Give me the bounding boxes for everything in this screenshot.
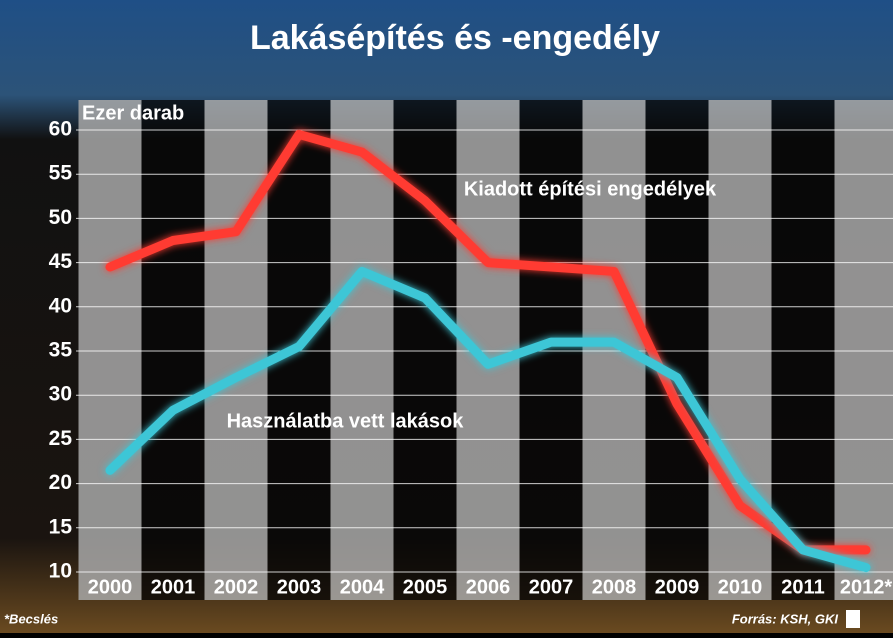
source: Forrás: KSH, GKI [732, 611, 839, 626]
column-stripe [205, 100, 268, 600]
x-tick-label: 2008 [592, 576, 637, 598]
x-tick-label: 2011 [781, 576, 824, 598]
y-tick-label: 25 [49, 427, 73, 450]
chart: Lakásépítés és -engedély Ezer darab *Bec… [0, 0, 893, 633]
y-tick-label: 35 [49, 339, 73, 362]
y-tick-label: 20 [49, 471, 72, 494]
column-stripe [79, 100, 142, 600]
x-tick-label: 2000 [88, 576, 133, 598]
y-tick-label: 50 [49, 206, 72, 229]
x-tick-label: 2005 [403, 576, 448, 598]
x-tick-label: 2003 [277, 576, 322, 598]
footnote: *Becslés [4, 611, 58, 626]
y-tick-label: 15 [49, 515, 73, 538]
series-label: Használatba vett lakások [227, 410, 465, 432]
y-tick-label: 55 [49, 162, 73, 185]
x-tick-label: 2006 [466, 576, 511, 598]
series-label: Kiadott építési engedélyek [464, 178, 717, 200]
column-stripe [142, 100, 205, 600]
x-tick-label: 2012* [840, 576, 892, 598]
y-tick-label: 10 [49, 560, 72, 583]
chart-title: Lakásépítés és -engedély [250, 19, 660, 57]
x-tick-label: 2007 [529, 576, 574, 598]
x-tick-label: 2002 [214, 576, 259, 598]
column-stripe [835, 100, 893, 600]
column-stripe [394, 100, 457, 600]
y-axis-label: Ezer darab [82, 102, 184, 124]
column-stripe [457, 100, 520, 600]
x-tick-label: 2001 [151, 576, 196, 598]
y-tick-label: 30 [49, 383, 72, 406]
x-tick-label: 2009 [655, 576, 700, 598]
logo [846, 610, 860, 628]
column-stripe [331, 100, 394, 600]
y-tick-label: 40 [49, 294, 72, 317]
y-tick-label: 60 [49, 118, 72, 141]
x-tick-label: 2010 [718, 576, 763, 598]
y-tick-label: 45 [49, 250, 73, 273]
x-tick-label: 2004 [340, 576, 385, 598]
